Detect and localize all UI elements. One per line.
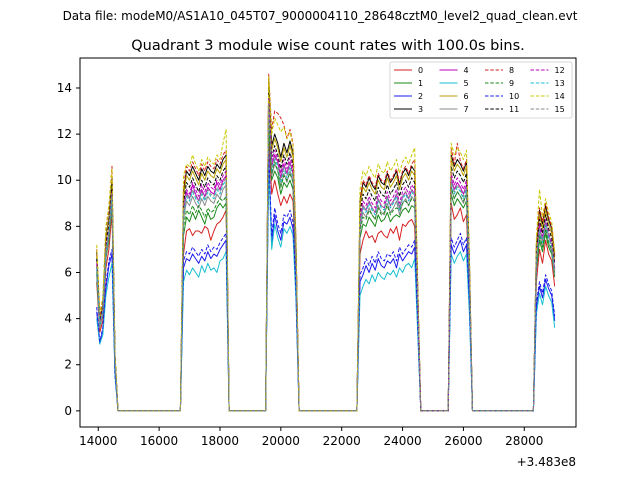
legend-label: 2: [418, 92, 423, 101]
series-line-11: [96, 89, 556, 412]
legend-entry-3[interactable]: 3: [394, 105, 423, 114]
legend-entry-14[interactable]: 14: [530, 92, 565, 101]
legend-entry-12[interactable]: 12: [530, 66, 565, 75]
legend-box: [389, 61, 573, 119]
legend-entry-1[interactable]: 1: [394, 79, 423, 88]
x-axis: 14000 16000 18000 20000 22000 24000 26000 28000: [79, 427, 543, 448]
y-tick-label: 10: [57, 173, 72, 187]
series-line-2: [96, 156, 556, 412]
series-line-5: [96, 168, 556, 412]
series-lines: [96, 73, 556, 412]
legend-label: 9: [509, 79, 514, 88]
legend-entry-4[interactable]: 4: [439, 66, 469, 75]
legend-entry-7[interactable]: 7: [439, 105, 469, 114]
series-line-9: [96, 117, 556, 412]
series-line-8: [96, 73, 556, 412]
legend-label: 5: [464, 79, 469, 88]
x-offset-label: +3.483e8: [517, 455, 576, 469]
y-tick-label: 8: [64, 219, 72, 233]
legend-entry-8[interactable]: 8: [485, 66, 514, 75]
legend-label: 0: [418, 66, 423, 75]
chart-title: Quadrant 3 module wise count rates with …: [131, 38, 525, 54]
legend-label: 6: [464, 92, 469, 101]
legend-entry-11[interactable]: 11: [485, 105, 519, 114]
legend-entry-10[interactable]: 10: [485, 92, 519, 101]
series-line-6: [96, 82, 556, 412]
y-tick-label: 4: [64, 312, 72, 326]
x-tick-label: 20000: [262, 434, 300, 448]
legend-label: 12: [555, 66, 565, 75]
y-tick-label: 0: [64, 404, 72, 418]
series-line-4: [96, 101, 556, 412]
series-line-0: [96, 133, 556, 412]
legend-label: 15: [555, 105, 565, 114]
y-axis: 0 2 4 6 8 10 12 14: [57, 81, 80, 418]
x-tick-label: 26000: [444, 434, 482, 448]
series-line-15: [96, 103, 556, 412]
series-line-7: [96, 110, 556, 412]
legend-entry-9[interactable]: 9: [485, 79, 514, 88]
legend-entry-6[interactable]: 6: [439, 92, 469, 101]
legend-label: 3: [418, 105, 423, 114]
legend-label: 1: [418, 79, 423, 88]
legend-label: 14: [555, 92, 565, 101]
x-tick-label: 28000: [505, 434, 543, 448]
legend-label: 7: [464, 105, 469, 114]
x-tick-label: 24000: [383, 434, 421, 448]
legend-label: 8: [509, 66, 514, 75]
legend-entry-2[interactable]: 2: [394, 92, 423, 101]
x-tick-label: 16000: [140, 434, 178, 448]
y-tick-label: 2: [64, 358, 72, 372]
x-tick-label: 14000: [79, 434, 117, 448]
legend-label: 4: [464, 66, 469, 75]
legend-label: 13: [555, 79, 565, 88]
legend-label: 10: [509, 92, 519, 101]
series-line-1: [96, 124, 556, 412]
y-tick-label: 12: [57, 127, 72, 141]
series-line-13: [96, 105, 556, 412]
series-line-3: [96, 78, 556, 412]
legend-entry-0[interactable]: 0: [394, 66, 423, 75]
axes-frame: [79, 57, 577, 428]
series-line-10: [96, 149, 556, 412]
y-tick-label: 14: [57, 81, 72, 95]
series-line-14: [96, 75, 556, 412]
x-tick-label: 18000: [201, 434, 239, 448]
legend-entry-13[interactable]: 13: [530, 79, 565, 88]
legend-entry-5[interactable]: 5: [439, 79, 469, 88]
series-line-12: [96, 96, 556, 412]
legend-entry-15[interactable]: 15: [530, 105, 565, 114]
y-tick-label: 6: [64, 265, 72, 279]
legend-label: 11: [509, 105, 519, 114]
chart-suptitle: Data file: modeM0/AS1A10_045T07_90000041…: [63, 9, 578, 23]
x-tick-label: 22000: [323, 434, 361, 448]
